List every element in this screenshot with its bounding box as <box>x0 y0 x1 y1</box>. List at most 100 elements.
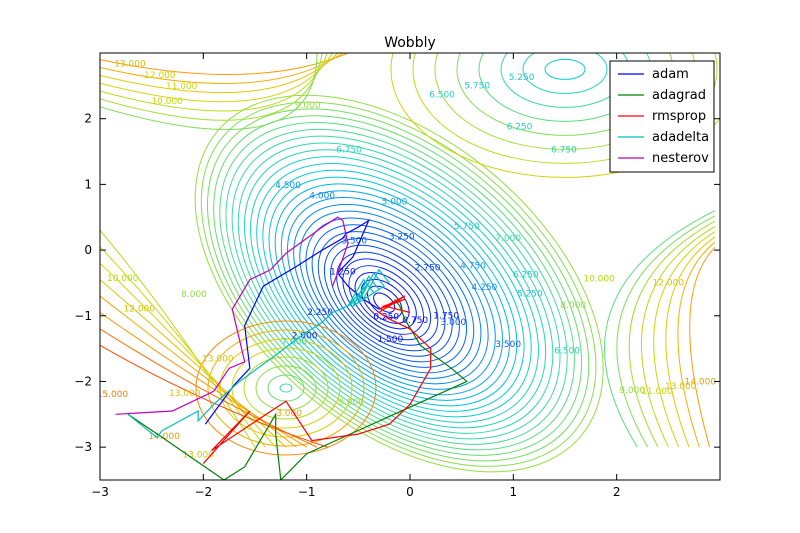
series-line-adagrad <box>127 298 468 480</box>
y-tick-label: 1 <box>84 177 92 191</box>
contour-line <box>225 128 568 445</box>
contour-line <box>412 53 718 164</box>
contour-label: 1.750 <box>433 311 459 321</box>
contour-label: 10.000 <box>107 274 139 284</box>
contour-label: 4.250 <box>472 283 498 293</box>
axis-ticks: −3 −2 −1 0 1 2 −3 −2 −1 0 1 2 <box>74 53 720 499</box>
contour-label: 3.000 <box>276 409 302 419</box>
y-tick-label: −1 <box>74 309 92 323</box>
series-lines <box>115 216 468 480</box>
contour-label: 4.500 <box>275 181 301 191</box>
contour-line <box>100 295 297 448</box>
contour-label: 14.000 <box>685 378 717 388</box>
contour-label: 7.000 <box>495 234 521 244</box>
contour-line <box>100 53 344 84</box>
y-tick-label: −3 <box>74 440 92 454</box>
contour-line <box>280 190 504 396</box>
contour-line <box>100 53 318 130</box>
contour-label: 6.750 <box>551 146 577 156</box>
contour-line <box>628 220 716 448</box>
x-tick-label: −1 <box>298 485 316 499</box>
contour-label: 13.000 <box>665 382 697 392</box>
contour-line <box>213 115 583 456</box>
series-line-rmsprop <box>202 295 432 464</box>
x-tick-label: 2 <box>613 485 621 499</box>
contour-lines <box>100 53 720 473</box>
contour-line <box>311 224 468 368</box>
y-tick-label: 2 <box>84 112 92 126</box>
contour-line <box>262 169 525 412</box>
contour-line <box>243 149 547 429</box>
contour-label: 4.000 <box>309 192 335 202</box>
contour-label: 9.000 <box>619 386 645 396</box>
contour-line <box>342 258 432 341</box>
contour-line <box>255 365 317 411</box>
series-line-nesterov <box>115 216 349 415</box>
chart-title: Wobbly <box>384 35 436 51</box>
contour-line <box>544 58 586 80</box>
contour-label: 1.250 <box>330 267 356 277</box>
contour-label: 11.000 <box>166 82 198 92</box>
contour-line <box>206 108 590 462</box>
contour-label: 12.000 <box>124 305 156 315</box>
contour-line <box>604 210 716 448</box>
legend-label: nesterov <box>652 151 709 166</box>
contour-label: 6.250 <box>507 123 533 133</box>
contour-line <box>665 236 716 448</box>
legend-label: adadelta <box>652 130 709 145</box>
y-tick-label: −2 <box>74 374 92 388</box>
contour-label: 6.500 <box>554 347 580 357</box>
contour-label: 13.000 <box>114 60 146 70</box>
contour-label: 3.000 <box>441 318 467 328</box>
contour-label: 3.500 <box>341 236 367 246</box>
contour-label: 2.250 <box>307 308 333 318</box>
contour-label: 15.000 <box>97 390 129 400</box>
contour-label: 2.000 <box>292 332 318 342</box>
contour-line <box>616 215 716 448</box>
contour-line <box>268 176 518 407</box>
contour-line <box>641 225 716 448</box>
contour-label: 10.000 <box>151 97 183 107</box>
contour-line <box>250 156 539 423</box>
contour-line <box>219 122 575 451</box>
contour-line <box>100 262 277 448</box>
contour-label: 13.000 <box>202 355 234 365</box>
contour-line <box>677 241 716 448</box>
contour-line <box>293 203 489 385</box>
legend-label: adam <box>652 67 689 82</box>
contour-label: 3.250 <box>389 232 415 242</box>
contour-line <box>100 344 328 448</box>
contour-label: 4.750 <box>460 261 486 271</box>
series-line-adadelta <box>127 268 390 439</box>
contour-label: 9.000 <box>295 101 321 111</box>
contour-label: 6.500 <box>429 91 455 101</box>
contour-line <box>243 356 329 420</box>
contour-line <box>299 210 482 379</box>
contour-line <box>330 244 446 352</box>
contour-label: 6.250 <box>513 271 539 281</box>
contour-line <box>348 265 424 335</box>
contour-label: 12.000 <box>653 278 685 288</box>
contour-line <box>100 53 323 121</box>
contour-line <box>274 183 511 401</box>
contour-line <box>390 53 720 178</box>
contour-label: 5.250 <box>509 73 535 83</box>
contour-label: 3.500 <box>495 340 521 350</box>
contour-label: 0.750 <box>402 316 428 326</box>
x-tick-label: 1 <box>510 485 518 499</box>
contour-label: 8.000 <box>181 290 207 300</box>
contour-line <box>200 101 597 467</box>
contour-line <box>360 278 410 324</box>
contour-label: 5.250 <box>517 290 543 300</box>
contour-line <box>653 231 716 448</box>
contour-label: 9.000 <box>338 398 364 408</box>
contour-line <box>231 135 561 440</box>
contour-label: 5.000 <box>382 198 408 208</box>
contour-line <box>373 292 396 313</box>
contour-label: 13.000 <box>169 389 201 399</box>
legend-label: adagrad <box>652 88 706 103</box>
y-tick-label: 0 <box>84 243 92 257</box>
contour-label: 11.000 <box>641 387 673 397</box>
legend: adam adagrad rmsprop adadelta nesterov <box>609 60 715 173</box>
contour-label: 2.750 <box>415 263 441 273</box>
